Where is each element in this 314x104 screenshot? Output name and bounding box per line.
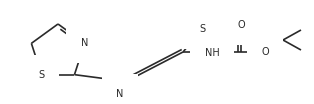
- Text: NH: NH: [205, 48, 219, 58]
- Text: N: N: [81, 38, 88, 48]
- Text: S: S: [39, 70, 45, 80]
- Text: S: S: [199, 24, 205, 34]
- Text: O: O: [261, 47, 269, 57]
- Text: O: O: [237, 20, 245, 30]
- Text: N: N: [116, 89, 124, 99]
